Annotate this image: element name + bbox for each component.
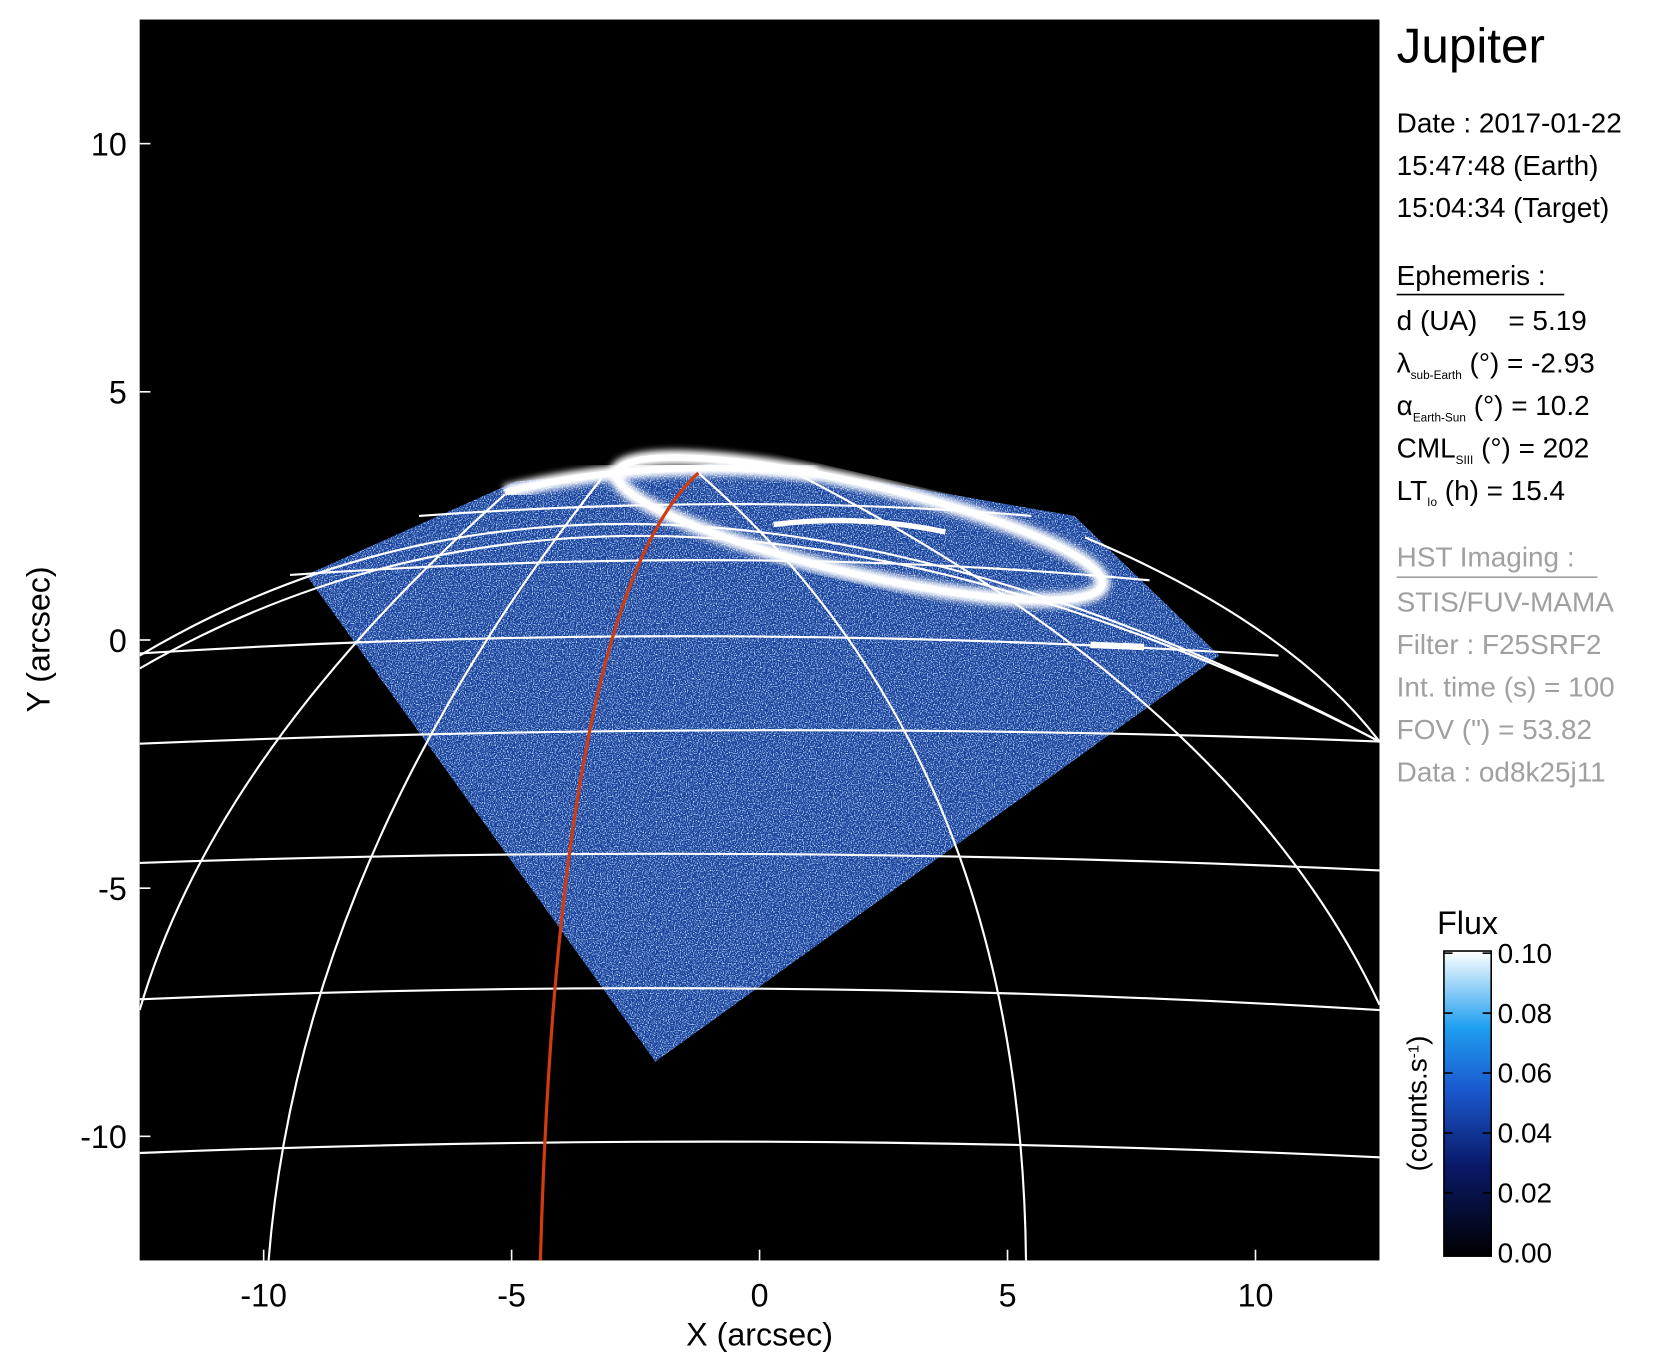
- subscript: sub-Earth: [1411, 368, 1462, 382]
- symbol: α: [1397, 390, 1413, 421]
- colorbar-tick-label: 0.10: [1498, 938, 1552, 969]
- info-line: HST Imaging :: [1397, 541, 1575, 572]
- colorbar-tick-label: 0.02: [1498, 1178, 1552, 1209]
- x-axis-label: X (arcsec): [686, 1316, 833, 1352]
- y-tick-label: -10: [80, 1119, 127, 1155]
- symbol: λ: [1397, 347, 1411, 378]
- ephemeris-line: d (UA) = 5.19: [1397, 305, 1587, 336]
- info-line: 15:47:48 (Earth): [1397, 150, 1599, 181]
- symbol: d (UA) = 5.19: [1397, 305, 1587, 336]
- info-line: FOV (") = 53.82: [1397, 714, 1592, 745]
- info-line: STIS/FUV-MAMA: [1397, 587, 1615, 618]
- info-line: Date : 2017-01-22: [1397, 107, 1622, 138]
- detector-noise: [306, 460, 1220, 1062]
- colorbar-tick-label: 0.06: [1498, 1058, 1552, 1089]
- y-tick-label: 0: [109, 623, 127, 659]
- subscript: Earth-Sun: [1413, 410, 1466, 424]
- value: (h) = 15.4: [1437, 475, 1565, 506]
- x-tick-label: -5: [497, 1278, 526, 1314]
- chart-title: Jupiter: [1397, 19, 1545, 74]
- value: (°) = -2.93: [1462, 347, 1595, 378]
- colorbar-tick-label: 0.00: [1498, 1238, 1552, 1269]
- unit-sup: -1: [1405, 1045, 1422, 1058]
- ephemeris-line: αEarth-Sun (°) = 10.2: [1397, 390, 1590, 424]
- ephemeris-line: λsub-Earth (°) = -2.93: [1397, 347, 1595, 381]
- subscript: SIII: [1456, 453, 1474, 467]
- colorbar-tick-label: 0.04: [1498, 1118, 1552, 1149]
- value: (°) = 202: [1473, 432, 1589, 463]
- x-tick-label: 5: [999, 1278, 1017, 1314]
- x-tick-label: -10: [240, 1278, 287, 1314]
- info-panel: Date : 2017-01-22 15:47:48 (Earth) 15:04:3…: [1397, 107, 1622, 787]
- colorbar-unit: (counts.s-1): [1402, 1036, 1433, 1172]
- colorbar-title: Flux: [1437, 905, 1498, 941]
- unit: (counts.s: [1402, 1058, 1433, 1171]
- subscript: Io: [1427, 495, 1437, 509]
- info-line: Ephemeris :: [1397, 260, 1546, 291]
- ephemeris-line: LTIo (h) = 15.4: [1397, 475, 1565, 509]
- value: (°) = 10.2: [1466, 390, 1590, 421]
- x-tick-label: 10: [1238, 1278, 1274, 1314]
- symbol: LT: [1397, 475, 1428, 506]
- trajectory: [538, 471, 700, 1261]
- colorbar-tick-label: 0.08: [1498, 998, 1552, 1029]
- planet-grid: [139, 471, 1380, 1261]
- symbol: CML: [1397, 432, 1456, 463]
- image: [139, 450, 1380, 1261]
- y-axis-label: Y (arcsec): [20, 566, 56, 712]
- info-line: Int. time (s) = 100: [1397, 671, 1615, 702]
- y-tick-label: 10: [91, 126, 127, 162]
- ephemeris-line: CMLSIII (°) = 202: [1397, 432, 1590, 466]
- y-tick-label: -5: [98, 871, 127, 907]
- y-tick-label: 5: [109, 375, 127, 411]
- info-line: Data : od8k25j11: [1397, 756, 1606, 787]
- info-line: 15:04:34 (Target): [1397, 192, 1610, 223]
- colorbar: [1443, 950, 1493, 1257]
- info-line: Filter : F25SRF2: [1397, 629, 1602, 660]
- x-tick-label: 0: [751, 1278, 769, 1314]
- unit-end: ): [1402, 1036, 1433, 1045]
